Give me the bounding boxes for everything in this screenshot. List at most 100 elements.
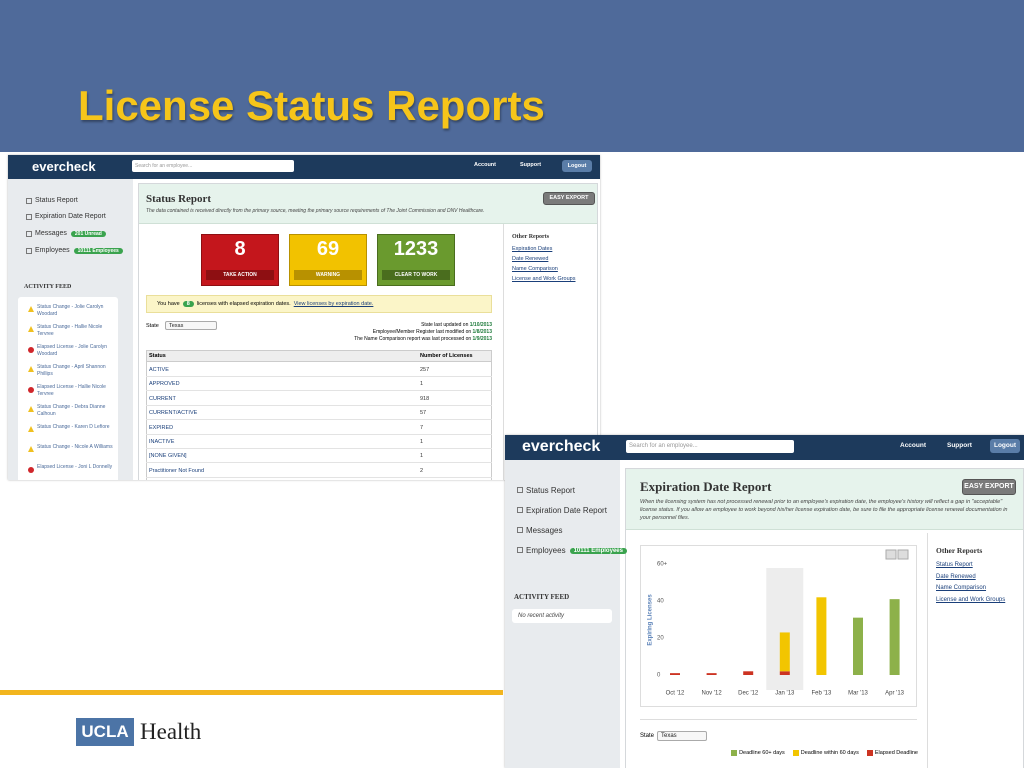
table-cell: 257 [420,367,430,373]
row-rule [146,462,492,464]
export-button[interactable]: EASY EXPORT [543,192,595,205]
status-report-screenshot: evercheck Search for an employee... Acco… [8,155,600,480]
other-report-link[interactable]: Name Comparison [936,585,987,592]
feed-item[interactable]: Elapsed License - Hallie Nicole Tervree [37,384,106,397]
nav-badge: 201 Unread [70,230,106,237]
update-text: Employee/Member Register last modified o… [372,329,472,335]
table-cell: [NONE GIVEN] [149,453,187,460]
update-date: 1/8/2013 [472,329,492,335]
notice: You have 8 licenses with elapsed expirat… [146,295,492,313]
icon [26,214,32,220]
update-line: Employee/Member Register last modified o… [289,329,492,335]
state-select[interactable]: Texas [165,321,217,330]
other-report-link[interactable]: Name Comparison [512,266,558,272]
feed-title: ACTIVITY FEED [514,593,570,601]
other-report-link[interactable]: License and Work Groups [512,276,576,282]
state-select[interactable]: Texas [657,731,707,741]
bar-segment [779,632,790,672]
tile-label: WARNING [294,270,362,280]
icon [26,231,32,237]
nav-label[interactable]: Messages [35,230,67,237]
icon [517,487,523,493]
nav-label[interactable]: Employees [35,247,70,254]
feed-item[interactable]: Status Change - Jolie Carolyn Woodard [37,304,104,317]
other-report-link[interactable]: Date Renewed [936,573,976,580]
other-report-link[interactable]: License and Work Groups [936,597,1006,604]
logout-button[interactable]: Logout [562,160,592,172]
row-rule [146,448,492,449]
logo-text: Health [140,719,202,744]
legend-item: Deadline 60+ days [731,750,785,756]
update-date: 1/10/2013 [469,322,492,328]
elapsed-icon [28,467,34,473]
account-link[interactable]: Account [474,162,496,168]
tile-value: 69 [316,238,340,260]
other-report-link[interactable]: Expiration Dates [512,246,553,252]
nav-item[interactable]: Messages 201 Unread [35,230,106,237]
nav-badge: 10111 Employees [73,247,123,254]
other-report-link[interactable]: Date Renewed [512,256,549,262]
report-header [626,469,1023,530]
y-tick-label: 40 [657,599,664,605]
update-line: State last updated on 1/10/2013 [289,322,492,328]
nav-label[interactable]: Expiration Date Report [35,213,106,220]
update-line: The Name Comparison report was last proc… [289,336,492,342]
y-tick-label: 0 [657,673,661,679]
print-icon[interactable] [885,549,897,560]
nav-item[interactable]: Employees 10111 Employees [35,247,123,254]
nav-item[interactable]: Expiration Date Report [35,213,106,220]
nav-label[interactable]: Expiration Date Report [526,506,607,515]
nav-badge: 10111 Employees [569,547,627,554]
panel-divider [503,224,504,480]
warning-icon [28,326,34,332]
tile-value: 1233 [393,238,439,260]
nav-item[interactable]: Expiration Date Report [526,506,607,515]
nav-item[interactable]: Messages [526,526,562,535]
y-tick-label: 20 [657,636,664,642]
row-rule [146,476,492,478]
nav-label[interactable]: Messages [526,526,563,535]
feed-item[interactable]: Status Change - April Shannon Phillips [37,364,106,377]
x-tick-label: Feb '13 [811,691,831,697]
x-tick-label: Nov '12 [702,691,723,697]
nav-item[interactable]: Status Report [35,197,78,204]
table-cell: 57 [420,410,427,417]
nav-label[interactable]: Status Report [35,197,78,204]
nav-item[interactable]: Status Report [526,486,575,495]
feed-item[interactable]: Elapsed License - Joni L Donnelly [37,464,113,470]
row-rule [146,390,492,392]
table-cell: INACTIVE [149,439,175,445]
feed-item[interactable]: Status Change - Hallie Nicole Tervree [37,324,103,337]
feed-item[interactable]: Elapsed License - Jolie Carolyn Woodard [37,344,108,357]
feed-item[interactable]: Status Change - Debra Dianne Calhoun [37,404,106,417]
bar-segment [889,599,900,675]
y-tick-label: 60+ [657,562,668,568]
download-icon[interactable] [897,549,909,560]
support-link[interactable]: Support [520,162,542,168]
export-button[interactable]: EASY EXPORT [962,479,1016,495]
elapsed-icon [28,347,34,353]
legend-swatch [866,750,873,756]
icon [517,527,523,533]
account-link[interactable]: Account [900,442,926,449]
table-header [146,350,492,362]
feed-item[interactable]: Status Change - Karen D Lefiore [37,424,110,430]
notice-link[interactable]: View licenses by expiration date. [293,301,374,307]
x-tick-label: Jan '13 [775,691,795,697]
other-report-link[interactable]: Status Report [936,562,973,568]
support-link[interactable]: Support [947,442,972,449]
feed-item[interactable]: Status Change - Nicole A Williams [37,444,113,450]
bar-segment [779,671,790,675]
report-title: Expiration Date Report [640,479,772,494]
nav-item[interactable]: Employees 10111 Employees [526,546,627,555]
bar-segment [816,597,827,675]
separator [640,719,917,720]
search-box[interactable]: Search for an employee... [626,440,794,453]
table-cell: 1 [420,439,424,445]
nav-label[interactable]: Employees [526,546,566,555]
search-box[interactable]: Search for an employee... [132,160,294,172]
tile-label: CLEAR TO WORK [382,270,450,280]
logout-button[interactable]: Logout [990,439,1020,453]
nav-label[interactable]: Status Report [526,486,575,495]
x-tick-label: Mar '13 [848,691,868,697]
